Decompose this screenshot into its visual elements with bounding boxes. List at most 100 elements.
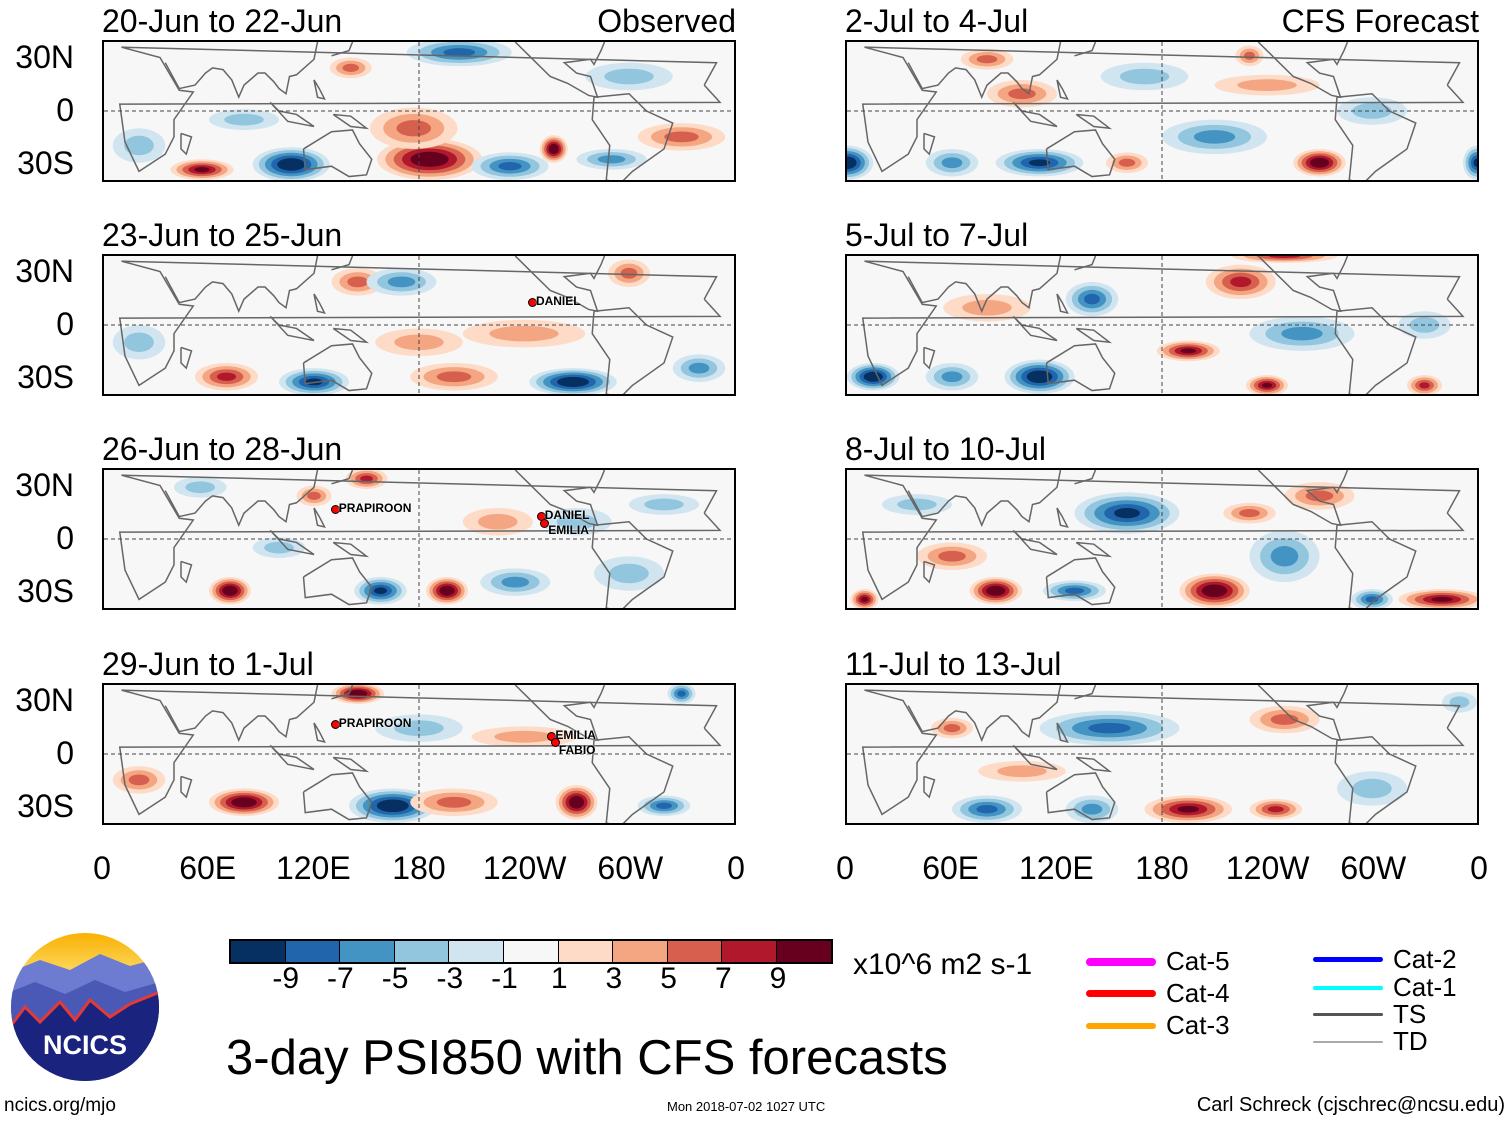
coastline — [165, 42, 317, 97]
colorbar-units: x10^6 m2 s-1 — [853, 948, 1033, 981]
legend-label: Cat-1 — [1393, 972, 1457, 1002]
storm-marker — [330, 505, 340, 515]
coastline — [592, 94, 673, 180]
anomaly-contour — [494, 730, 554, 743]
lon-label: 120E — [1018, 850, 1094, 886]
coastline — [1057, 294, 1068, 313]
colorbar-swatch — [231, 941, 286, 962]
anomaly-contour — [501, 576, 530, 588]
anomaly-contour — [941, 371, 963, 383]
panel-title: 23-Jun to 25-Jun — [102, 217, 343, 253]
coastline — [592, 522, 673, 608]
coastline — [1047, 558, 1115, 605]
anomaly-contour — [1268, 256, 1301, 259]
anomaly-contour — [1230, 276, 1252, 288]
colorbar-swatch — [449, 941, 504, 962]
colorbar-label: -5 — [381, 962, 409, 995]
coastline — [332, 256, 353, 270]
colorbar-label: 1 — [550, 962, 568, 995]
anomaly-contour — [1088, 722, 1131, 734]
anomaly-contour — [1207, 587, 1222, 595]
panel-title: 11-Jul to 13-Jul — [845, 646, 1062, 682]
anomaly-contour — [656, 802, 672, 809]
coastline — [314, 80, 325, 99]
anomaly-contour — [677, 690, 686, 697]
anomaly-contour — [124, 135, 154, 156]
ncics-logo: NCICS — [10, 932, 160, 1082]
coastline — [1075, 685, 1096, 699]
lat-label: 30N — [15, 39, 74, 75]
colorbar-label: 3 — [605, 962, 623, 995]
lat-label: 0 — [56, 520, 74, 556]
anomaly-contour — [847, 159, 853, 167]
anomaly-contour — [1270, 546, 1299, 567]
coastline — [165, 685, 317, 740]
anomaly-contour — [990, 587, 1002, 594]
anomaly-contour — [1243, 51, 1256, 60]
anomaly-contour — [609, 563, 649, 584]
storm-label: DANIEL — [535, 294, 581, 309]
coastline — [181, 776, 192, 797]
lon-label: 0 — [836, 850, 854, 886]
anomaly-contour — [489, 325, 559, 342]
coastline — [515, 470, 604, 525]
coastline — [1335, 737, 1416, 823]
lon-label: 60E — [922, 850, 980, 886]
anomaly-contour — [436, 796, 472, 808]
anomaly-contour — [194, 167, 210, 173]
coastline — [863, 475, 1463, 599]
anomaly-contour — [1314, 159, 1325, 166]
anomaly-contour — [688, 362, 710, 374]
storm-label: PRAPIROON — [338, 501, 412, 516]
panel-title: 29-Jun to 1-Jul — [102, 646, 314, 682]
coastline — [1335, 308, 1416, 394]
coastline — [908, 685, 1060, 740]
legend-item: TS — [1313, 999, 1426, 1030]
colorbar-label: 5 — [660, 962, 677, 995]
coastline — [332, 42, 353, 56]
coastline — [924, 776, 935, 797]
coastline — [863, 690, 1463, 814]
anomaly-contour — [962, 299, 1012, 316]
coastline — [863, 47, 1463, 171]
legend-item: Cat-3 — [1086, 1010, 1230, 1041]
coastline — [592, 737, 673, 823]
anomaly-contour — [1180, 348, 1196, 354]
coastline — [165, 256, 317, 311]
anomaly-contour — [264, 541, 294, 554]
coastline — [120, 261, 720, 385]
anomaly-contour — [1305, 490, 1334, 502]
anomaly-contour — [1239, 509, 1260, 518]
anomaly-contour — [124, 332, 154, 352]
legend-label: Cat-2 — [1393, 944, 1457, 974]
legend-item: TD — [1313, 1026, 1428, 1057]
anomaly-contour — [1419, 382, 1430, 389]
anomaly-contour — [383, 802, 402, 810]
coastline — [270, 316, 314, 340]
coastline — [181, 561, 192, 582]
lon-label: 0 — [93, 850, 111, 886]
colorbar-swatch — [394, 941, 450, 962]
coastline — [1076, 328, 1109, 342]
coastline — [333, 542, 366, 556]
footer-url[interactable]: ncics.org/mjo — [4, 1095, 116, 1116]
lat-label: 0 — [56, 735, 74, 771]
legend-label: Cat-4 — [1166, 978, 1230, 1008]
legend-line — [1086, 1022, 1156, 1029]
colorbar-swatch — [340, 941, 395, 962]
lon-label: 180 — [392, 850, 446, 886]
anomaly-contour — [396, 120, 431, 137]
legend-label: TS — [1393, 999, 1427, 1029]
anomaly-contour — [897, 498, 937, 511]
coastline — [1258, 470, 1347, 525]
anomaly-contour — [1193, 130, 1236, 144]
coastline — [332, 470, 353, 484]
map-panel — [845, 254, 1479, 396]
coastline — [120, 47, 720, 171]
anomaly-contour — [185, 481, 216, 494]
anomaly-contour — [216, 372, 237, 381]
coastline — [924, 133, 935, 154]
lon-label: 120W — [1225, 850, 1310, 886]
anomaly-contour — [1365, 596, 1379, 603]
lat-label: 30S — [17, 573, 74, 609]
